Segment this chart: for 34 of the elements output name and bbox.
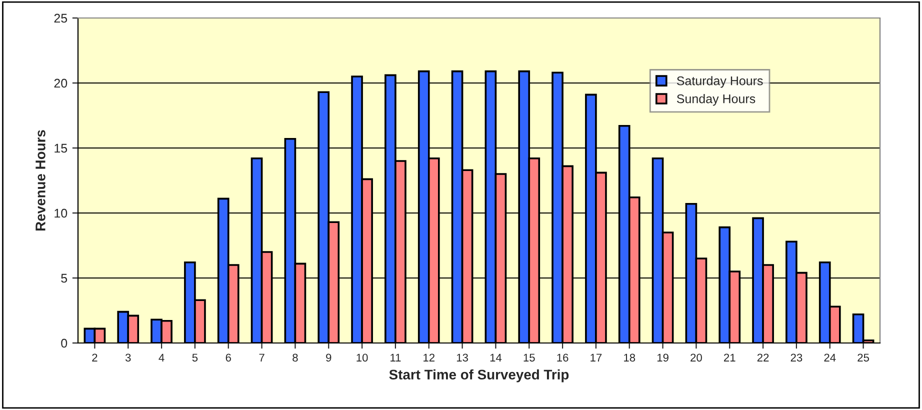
- x-tick-label: 12: [424, 354, 434, 362]
- y-tick-label: 5: [61, 274, 68, 283]
- y-tick-label: 15: [54, 144, 68, 153]
- x-tick-label: 7: [259, 354, 264, 362]
- x-tick-label: 8: [292, 354, 298, 362]
- x-tick-label: 9: [326, 354, 332, 362]
- x-tick-label: 10: [356, 354, 368, 362]
- x-tick-label: 6: [226, 354, 231, 362]
- x-tick-label: 24: [824, 354, 836, 362]
- x-tick-label: 15: [524, 354, 535, 362]
- x-axis-title: Start Time of Surveyed Trip: [389, 369, 569, 382]
- x-tick-label: 18: [624, 354, 636, 362]
- x-tick-label: 22: [757, 354, 769, 362]
- x-tick-label: 16: [557, 354, 568, 362]
- y-tick-label: 0: [61, 338, 68, 348]
- legend-label: Sunday Hours: [676, 94, 756, 106]
- x-tick-label: 11: [390, 354, 401, 362]
- x-tick-label: 20: [690, 354, 702, 362]
- x-tick-label: 2: [92, 354, 98, 362]
- y-tick-label: 10: [54, 208, 68, 218]
- y-tick-label: 20: [54, 78, 68, 88]
- x-tick-label: 13: [456, 354, 468, 362]
- y-tick-label: 25: [54, 14, 68, 23]
- x-tick-label: 5: [192, 354, 198, 362]
- x-tick-label: 17: [590, 354, 602, 362]
- x-tick-label: 3: [125, 354, 131, 362]
- x-tick-label: 23: [790, 354, 802, 362]
- legend-label: Saturday Hours: [676, 76, 763, 88]
- x-tick-label: 14: [490, 354, 502, 362]
- x-tick-label: 4: [158, 354, 164, 362]
- y-axis-title: Revenue Hours: [36, 130, 46, 231]
- x-tick-label: 19: [657, 354, 668, 362]
- x-tick-label: 21: [724, 354, 736, 362]
- x-tick-label: 25: [858, 354, 870, 362]
